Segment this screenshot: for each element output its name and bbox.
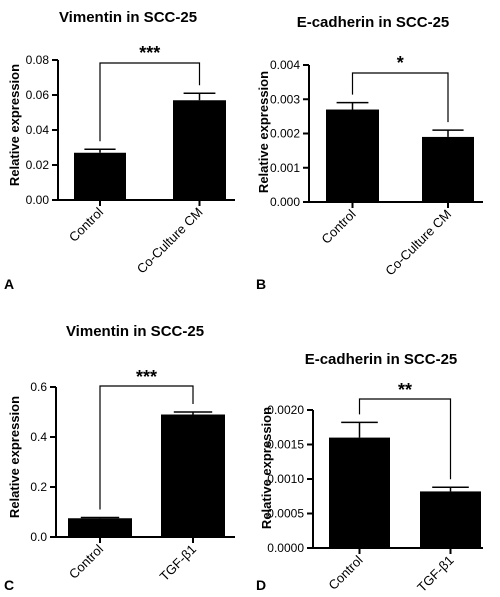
panel-a-significance-label: *** (139, 43, 160, 63)
panel-b-significance-bracket (351, 72, 449, 123)
panel-b-letter: B (256, 276, 266, 292)
panel-d: E-cadherin in SCC-25 Relative expression… (256, 351, 483, 595)
panel-c-significance-label: *** (136, 367, 157, 387)
panel-d-bar (329, 437, 390, 548)
panel-a-bar (173, 100, 226, 200)
panel-b-title: E-cadherin in SCC-25 (297, 14, 450, 31)
panel-d-letter: D (256, 577, 266, 593)
panel-a-y-tick-label: 0.08 (26, 53, 50, 67)
panel-a-category-label: Co-Culture CM (134, 205, 206, 277)
panel-b-category-label: Control (318, 206, 358, 246)
panel-c-y-tick-label: 0.4 (30, 430, 47, 444)
panel-d-y-tick-label: 0.0005 (267, 507, 304, 521)
panel-d-significance-label: ** (398, 380, 412, 400)
panel-c-y-tick-label: 0.2 (30, 480, 47, 494)
panel-d-plot: 0.0000 0.0005 0.0010 0.0015 0.0020 Control TGF… (267, 380, 483, 595)
panel-d-y-tick-label: 0.0015 (267, 438, 304, 452)
panel-c-ylabel: Relative expression (7, 396, 22, 518)
panel-a-ylabel: Relative expression (7, 64, 22, 186)
panel-b-y-tick-label: 0.003 (270, 92, 300, 106)
panel-c-bar (161, 414, 225, 537)
panel-a-y-tick-label: 0.02 (26, 158, 50, 172)
panel-b-plot: 0.000 0.001 0.002 0.003 0.004 Control Co-Cultu… (270, 53, 483, 278)
panel-b: E-cadherin in SCC-25 Relative expression… (256, 14, 483, 292)
panel-a-letter: A (4, 276, 14, 292)
panel-b-y-tick-label: 0.000 (270, 195, 300, 209)
panel-c: Vimentin in SCC-25 Relative expression C… (4, 323, 235, 593)
panel-b-significance-label: * (397, 53, 404, 73)
panel-d-ylabel: Relative expression (259, 407, 274, 529)
panel-b-y-tick-label: 0.004 (270, 58, 300, 72)
panel-d-y-tick-label: 0.0020 (267, 403, 304, 417)
panel-c-letter: C (4, 577, 14, 593)
panel-c-category-label: TGF-β1 (157, 542, 199, 584)
panel-b-y-tick-label: 0.002 (270, 127, 300, 141)
panel-a-y-tick-label: 0.06 (26, 88, 50, 102)
panel-a-bar (74, 152, 126, 200)
panel-c-category-label: Control (66, 541, 106, 581)
panel-b-y-tick-label: 0.001 (270, 161, 300, 175)
panel-c-title: Vimentin in SCC-25 (66, 323, 204, 340)
panel-d-category-label: Control (325, 552, 365, 592)
panel-b-bar (326, 109, 379, 202)
panel-a-title: Vimentin in SCC-25 (59, 9, 197, 26)
panel-d-bar (420, 491, 481, 548)
panel-a-category-label: Control (66, 204, 106, 244)
panel-c-y-tick-label: 0.6 (30, 380, 47, 394)
panel-d-y-tick-label: 0.0000 (267, 541, 304, 555)
panel-c-plot: 0.0 0.2 0.4 0.6 Control TGF-β1 *** (30, 367, 235, 584)
panel-d-title: E-cadherin in SCC-25 (305, 351, 458, 368)
panel-a-significance-bracket (99, 62, 201, 142)
panel-d-significance-bracket (358, 398, 452, 480)
panel-a-plot: 0.00 0.02 0.04 0.06 0.08 Control Co-Culture CM… (26, 43, 235, 276)
panel-a-y-tick-label: 0.00 (26, 193, 50, 207)
panel-c-y-tick-label: 0.0 (30, 530, 47, 544)
panel-d-category-label: TGF-β1 (414, 553, 456, 595)
panel-b-bar (422, 136, 474, 202)
panel-c-bar (68, 518, 132, 537)
panel-a: Vimentin in SCC-25 Relative expression A… (4, 9, 235, 292)
panel-b-category-label: Co-Culture CM (382, 207, 454, 279)
panel-d-y-tick-label: 0.0010 (267, 472, 304, 486)
panel-c-significance-bracket (99, 385, 194, 510)
panel-a-y-tick-label: 0.04 (26, 123, 50, 137)
panel-b-ylabel: Relative expression (256, 71, 271, 193)
